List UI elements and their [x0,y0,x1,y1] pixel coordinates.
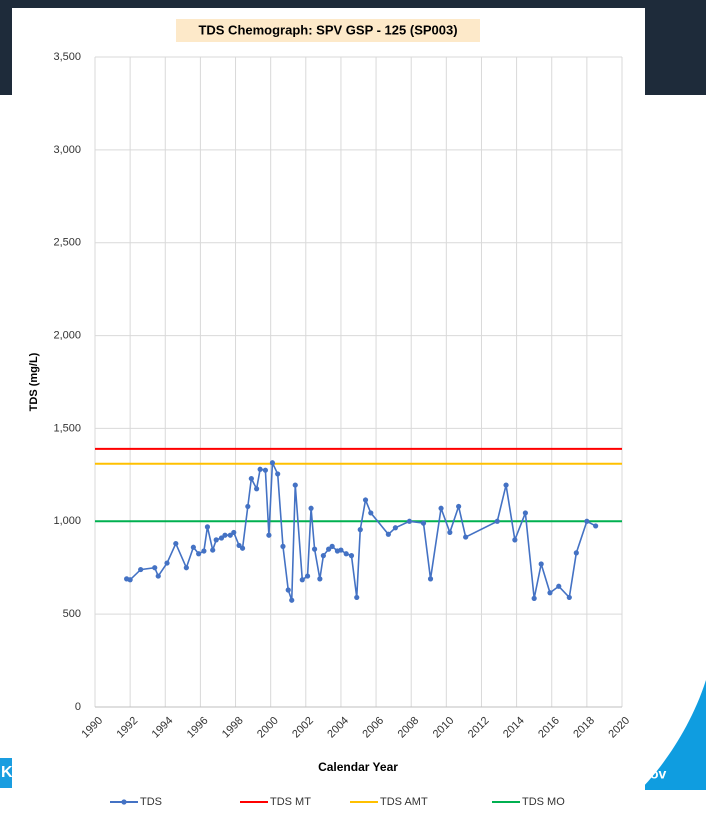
chart-title: TDS Chemograph: SPV GSP - 125 (SP003) [198,22,457,37]
data-point [406,518,413,524]
y-tick-label: 2,000 [53,329,81,341]
data-point [213,537,219,543]
data-point [329,543,335,549]
data-point [320,553,326,559]
data-point [420,520,427,526]
data-point [304,573,311,579]
data-point [308,505,314,511]
data-point [173,540,179,547]
data-point [299,577,305,583]
title-box [176,19,480,42]
data-point [218,535,225,541]
data-point [280,543,286,549]
data-point [210,547,216,553]
data-point [427,576,434,582]
data-point [254,486,260,492]
data-point [385,531,391,537]
data-point [593,523,599,529]
data-point [503,482,509,488]
data-point [127,577,133,583]
data-point [266,532,272,538]
data-point [348,553,355,559]
data-point [343,551,349,557]
data-point [285,587,291,593]
y-tick-label: 0 [75,701,81,713]
data-point [292,482,298,488]
data-point [155,573,161,579]
slide-fragment-text: ov [650,766,667,782]
slide-accent-shape [640,680,706,790]
data-point [183,565,189,571]
slide-fragment-text: K [1,764,13,781]
y-tick-label: 500 [63,608,81,620]
data-point [392,525,398,531]
data-point [573,550,579,556]
data-point [566,594,572,601]
data-point [262,467,268,473]
y-tick-label: 1,000 [53,515,81,527]
y-tick-label: 3,500 [53,51,81,63]
data-point [547,590,553,596]
data-point [231,529,237,536]
data-point [584,518,590,524]
data-point [164,560,170,566]
legend-label: TDS [140,796,162,808]
data-point [447,529,453,536]
slide-accent-left [0,758,12,788]
data-point [512,537,518,543]
data-point [311,546,318,552]
data-point [204,524,211,530]
data-point [257,466,263,472]
data-point [556,583,562,589]
data-point [357,527,363,533]
data-point [368,510,374,516]
data-point [152,565,158,571]
data-point [326,546,332,552]
data-point [538,561,544,567]
data-point [269,460,276,466]
data-point [138,566,144,573]
data-point [289,597,295,603]
data-point [354,594,360,601]
data-point [438,505,444,511]
y-tick-label: 2,500 [53,237,81,249]
data-point [239,545,246,551]
legend-label: TDS AMT [380,796,428,808]
data-point [222,532,228,538]
data-point [531,595,537,601]
legend-label: TDS MO [522,796,565,808]
data-point [494,518,500,524]
y-tick-label: 3,000 [53,144,81,156]
data-point [522,510,528,516]
data-point [201,548,207,554]
data-point [463,534,469,540]
y-axis-label: TDS (mg/L) [28,352,40,411]
data-point [275,471,281,477]
data-point [196,551,202,557]
data-point [362,497,369,503]
x-axis-label: Calendar Year [318,760,398,774]
data-point [248,475,254,482]
data-point [236,542,242,549]
data-point [227,532,233,538]
data-point [190,544,196,550]
data-point [456,503,462,510]
y-tick-label: 1,500 [53,422,81,434]
chart-area [12,8,645,820]
data-point [338,547,344,553]
data-point [245,503,251,510]
legend-marker [121,799,127,805]
legend-label: TDS MT [270,796,311,808]
data-point [317,576,323,582]
